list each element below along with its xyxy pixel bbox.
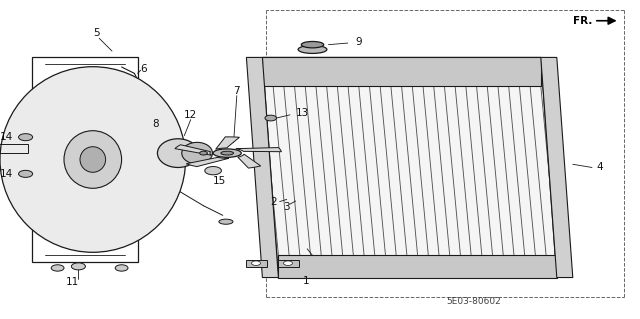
- Circle shape: [19, 170, 33, 177]
- Ellipse shape: [64, 131, 122, 188]
- Polygon shape: [278, 255, 557, 278]
- Circle shape: [252, 261, 260, 265]
- Polygon shape: [216, 137, 239, 149]
- Text: 14: 14: [0, 132, 13, 142]
- Circle shape: [51, 265, 64, 271]
- Circle shape: [72, 263, 86, 270]
- Text: 4: 4: [596, 162, 603, 173]
- Circle shape: [115, 265, 128, 271]
- Text: 5: 5: [93, 28, 99, 39]
- Text: 8: 8: [152, 119, 159, 130]
- FancyBboxPatch shape: [278, 260, 299, 267]
- Ellipse shape: [0, 67, 186, 252]
- Ellipse shape: [221, 151, 234, 155]
- Ellipse shape: [219, 219, 233, 224]
- Text: 13: 13: [296, 108, 309, 118]
- Text: 5E03-80602: 5E03-80602: [446, 297, 501, 306]
- Circle shape: [19, 134, 33, 141]
- Polygon shape: [262, 57, 557, 278]
- Polygon shape: [262, 57, 541, 86]
- Text: 1: 1: [303, 276, 309, 286]
- Polygon shape: [238, 154, 260, 168]
- Text: FR.: FR.: [573, 16, 592, 26]
- Text: 11: 11: [65, 277, 79, 287]
- Text: 9: 9: [355, 37, 362, 47]
- Polygon shape: [236, 148, 282, 152]
- Circle shape: [284, 261, 292, 265]
- Ellipse shape: [301, 41, 324, 48]
- Text: 3: 3: [284, 202, 290, 212]
- Ellipse shape: [157, 139, 198, 167]
- Text: 7: 7: [234, 86, 240, 96]
- Ellipse shape: [182, 142, 212, 164]
- Text: 6: 6: [141, 63, 147, 74]
- Text: 14: 14: [0, 169, 13, 179]
- Ellipse shape: [200, 151, 207, 155]
- Polygon shape: [175, 145, 211, 155]
- Text: 15: 15: [213, 176, 226, 186]
- Polygon shape: [246, 57, 278, 278]
- FancyBboxPatch shape: [246, 260, 267, 267]
- Text: 12: 12: [184, 110, 197, 120]
- Polygon shape: [541, 57, 573, 278]
- Ellipse shape: [80, 147, 106, 172]
- Text: 2: 2: [270, 197, 276, 207]
- Ellipse shape: [298, 45, 327, 54]
- Circle shape: [265, 115, 276, 121]
- Ellipse shape: [213, 149, 241, 157]
- Polygon shape: [186, 157, 229, 167]
- Circle shape: [205, 167, 221, 175]
